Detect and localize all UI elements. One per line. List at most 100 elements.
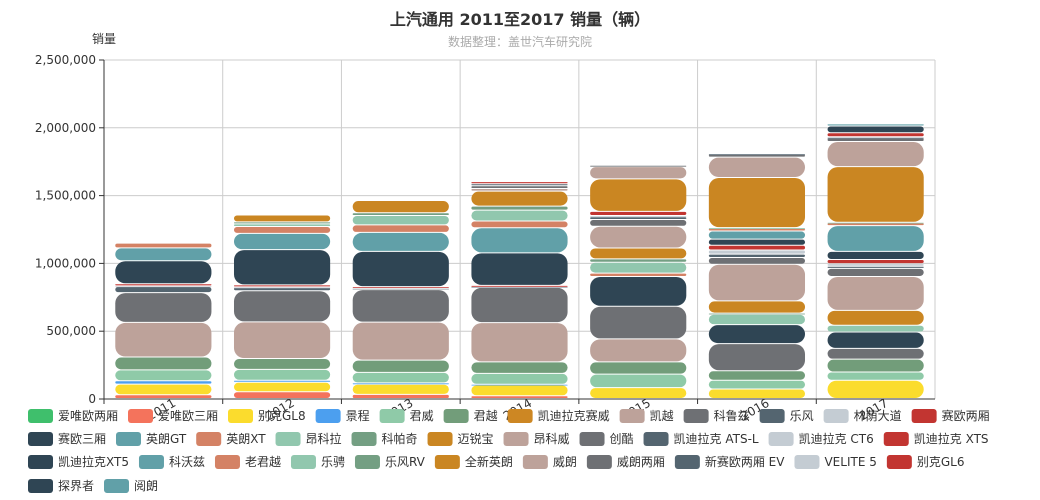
legend-item[interactable]: 老君越 xyxy=(214,455,281,469)
bar-segment-别克GL8-2017[interactable] xyxy=(827,380,924,398)
bar-segment-景程-2014[interactable] xyxy=(471,384,568,386)
bar-segment-昂科威-2016[interactable] xyxy=(708,264,806,301)
bar-segment-全新英朗-2017[interactable] xyxy=(827,167,924,222)
bar-segment-爱唯欧三厢-2014[interactable] xyxy=(471,396,568,398)
legend-item[interactable]: 林荫大道 xyxy=(823,409,902,423)
legend-item[interactable]: 景程 xyxy=(315,408,370,423)
legend-item[interactable]: 凯迪拉克 CT6 xyxy=(768,431,874,446)
bar-segment-科鲁兹-2016[interactable] xyxy=(708,344,806,371)
bar-segment-爱唯欧三厢-2013[interactable] xyxy=(352,394,449,398)
bar-segment-凯迪拉克 XTS-2015[interactable] xyxy=(590,211,687,215)
bar-segment-科沃兹-2016[interactable] xyxy=(708,231,806,239)
bar-segment-威朗-2016[interactable] xyxy=(708,157,806,177)
bar-segment-赛欧三厢-2013[interactable] xyxy=(352,251,449,287)
bar-segment-别克GL8-2013[interactable] xyxy=(352,384,449,394)
bar-segment-景程-2012[interactable] xyxy=(233,380,331,382)
bar-segment-科鲁兹-2015[interactable] xyxy=(590,306,687,339)
bar-segment-君越-2017[interactable] xyxy=(827,359,924,372)
legend-item[interactable]: 凯迪拉克XT5 xyxy=(28,454,129,469)
bar-segment-别克GL8-2012[interactable] xyxy=(233,382,331,392)
legend-item[interactable]: 赛欧两厢 xyxy=(911,408,990,423)
bar-segment-威朗两厢-2016[interactable] xyxy=(708,154,806,157)
legend-item[interactable]: 英朗GT xyxy=(116,432,187,446)
legend-item[interactable]: 凯迪拉克 XTS xyxy=(883,431,989,446)
bar-segment-乐风-2011[interactable] xyxy=(115,286,212,293)
bar-segment-创酷-2014[interactable] xyxy=(471,186,568,188)
bar-segment-VELITE 5-2017[interactable] xyxy=(827,137,924,139)
bar-segment-赛欧两厢-2013[interactable] xyxy=(352,287,449,288)
bar-segment-赛欧三厢-2016[interactable] xyxy=(708,325,806,344)
bar-segment-英朗GT-2012[interactable] xyxy=(233,233,331,250)
bar-segment-新赛欧两厢 EV-2016[interactable] xyxy=(708,154,806,156)
bar-segment-君威-2014[interactable] xyxy=(471,373,568,384)
bar-segment-昂科拉-2017[interactable] xyxy=(827,325,924,332)
bar-segment-赛欧三厢-2015[interactable] xyxy=(590,276,687,306)
legend-item[interactable]: 乐风RV xyxy=(354,455,426,469)
bar-segment-林荫大道-2011[interactable] xyxy=(115,286,212,288)
bar-segment-君越-2014[interactable] xyxy=(471,362,568,373)
legend-item[interactable]: 爱唯欧两厢 xyxy=(28,409,118,423)
bar-segment-君威-2016[interactable] xyxy=(708,380,806,389)
bar-segment-迈锐宝-2017[interactable] xyxy=(827,310,924,325)
legend-item[interactable]: 赛欧三厢 xyxy=(28,431,106,446)
legend-item[interactable]: VELITE 5 xyxy=(794,455,877,469)
bar-segment-英朗XT-2011[interactable] xyxy=(115,243,212,248)
legend-item[interactable]: 探界者 xyxy=(28,479,94,493)
bar-segment-迈锐宝-2014[interactable] xyxy=(471,191,568,206)
bar-segment-威朗两厢-2017[interactable] xyxy=(827,138,924,142)
bar-segment-凯迪拉克XT5-2016[interactable] xyxy=(708,239,806,245)
bar-segment-科鲁兹-2012[interactable] xyxy=(233,291,331,322)
bar-segment-凯越-2015[interactable] xyxy=(590,339,687,362)
legend-item[interactable]: 迈锐宝 xyxy=(427,432,494,446)
bar-segment-科帕奇-2013[interactable] xyxy=(352,213,449,215)
bar-segment-林荫大道-2012[interactable] xyxy=(233,287,331,289)
bar-segment-老君越-2017[interactable] xyxy=(827,223,924,226)
bar-segment-爱唯欧三厢-2012[interactable] xyxy=(233,392,331,398)
bar-segment-凯迪拉克 ATS-L-2014[interactable] xyxy=(471,184,568,186)
bar-segment-凯迪拉克 CT6-2015[interactable] xyxy=(590,215,687,217)
bar-segment-凯迪拉克 CT6-2017[interactable] xyxy=(827,264,924,266)
bar-segment-昂科威-2015[interactable] xyxy=(590,226,687,248)
legend-item[interactable]: 别克GL8 xyxy=(228,409,306,423)
bar-segment-科帕奇-2012[interactable] xyxy=(233,222,331,224)
bar-segment-英朗XT-2013[interactable] xyxy=(352,225,449,232)
bar-segment-科鲁兹-2013[interactable] xyxy=(352,290,449,322)
bar-segment-乐骋-2016[interactable] xyxy=(708,228,806,229)
legend-item[interactable]: 昂科威 xyxy=(503,432,570,446)
bar-segment-凯越-2012[interactable] xyxy=(233,322,331,358)
bar-segment-英朗GT-2011[interactable] xyxy=(115,248,212,261)
bar-segment-赛欧两厢-2014[interactable] xyxy=(471,285,568,287)
bar-segment-探界者-2017[interactable] xyxy=(827,126,924,133)
legend-item[interactable]: 别克GL6 xyxy=(886,455,965,469)
bar-segment-昂科拉-2013[interactable] xyxy=(352,215,449,225)
bar-segment-景程-2013[interactable] xyxy=(352,383,449,385)
bar-segment-科帕奇-2015[interactable] xyxy=(590,259,687,262)
bar-segment-凯迪拉克 ATS-L-2016[interactable] xyxy=(708,254,806,257)
legend-item[interactable]: 君越 xyxy=(443,409,498,423)
bar-segment-阅朗-2017[interactable] xyxy=(827,124,924,126)
bar-segment-别克GL6-2017[interactable] xyxy=(827,133,924,137)
bar-segment-创酷-2017[interactable] xyxy=(827,268,924,276)
bar-segment-君威-2013[interactable] xyxy=(352,372,449,383)
bar-segment-迈锐宝-2016[interactable] xyxy=(708,301,806,313)
bar-segment-君威-2012[interactable] xyxy=(233,369,331,380)
bar-segment-赛欧两厢-2011[interactable] xyxy=(115,284,212,286)
bar-segment-英朗XT-2014[interactable] xyxy=(471,221,568,228)
legend-item[interactable]: 昂科拉 xyxy=(275,431,342,446)
bar-segment-凯迪拉克 ATS-L-2015[interactable] xyxy=(590,217,687,220)
bar-segment-凯越-2013[interactable] xyxy=(352,322,449,360)
bar-segment-英朗XT-2012[interactable] xyxy=(233,227,331,233)
bar-segment-科鲁兹-2017[interactable] xyxy=(827,348,924,359)
bar-segment-科鲁兹-2014[interactable] xyxy=(471,287,568,323)
bar-segment-全新英朗-2015[interactable] xyxy=(590,179,687,211)
bar-segment-君越-2011[interactable] xyxy=(115,357,212,370)
bar-segment-科鲁兹-2011[interactable] xyxy=(115,293,212,322)
legend-item[interactable]: 阅朗 xyxy=(104,479,158,493)
legend-item[interactable]: 科沃兹 xyxy=(138,455,205,469)
bar-segment-英朗GT-2013[interactable] xyxy=(352,232,449,251)
bar-segment-科帕奇-2014[interactable] xyxy=(471,206,568,210)
bar-segment-别克GL8-2011[interactable] xyxy=(115,384,212,395)
legend-item[interactable]: 全新英朗 xyxy=(434,454,513,469)
legend-item[interactable]: 君威 xyxy=(379,409,434,423)
bar-segment-爱唯欧三厢-2011[interactable] xyxy=(115,395,212,398)
